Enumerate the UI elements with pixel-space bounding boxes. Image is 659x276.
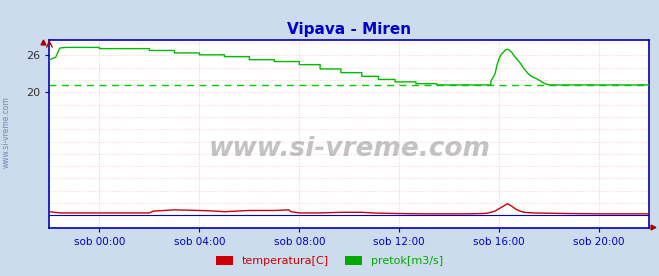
Legend: temperatura[C], pretok[m3/s]: temperatura[C], pretok[m3/s] xyxy=(212,251,447,270)
Title: Vipava - Miren: Vipava - Miren xyxy=(287,22,411,38)
Text: www.si-vreme.com: www.si-vreme.com xyxy=(208,136,490,162)
Text: www.si-vreme.com: www.si-vreme.com xyxy=(2,97,11,168)
